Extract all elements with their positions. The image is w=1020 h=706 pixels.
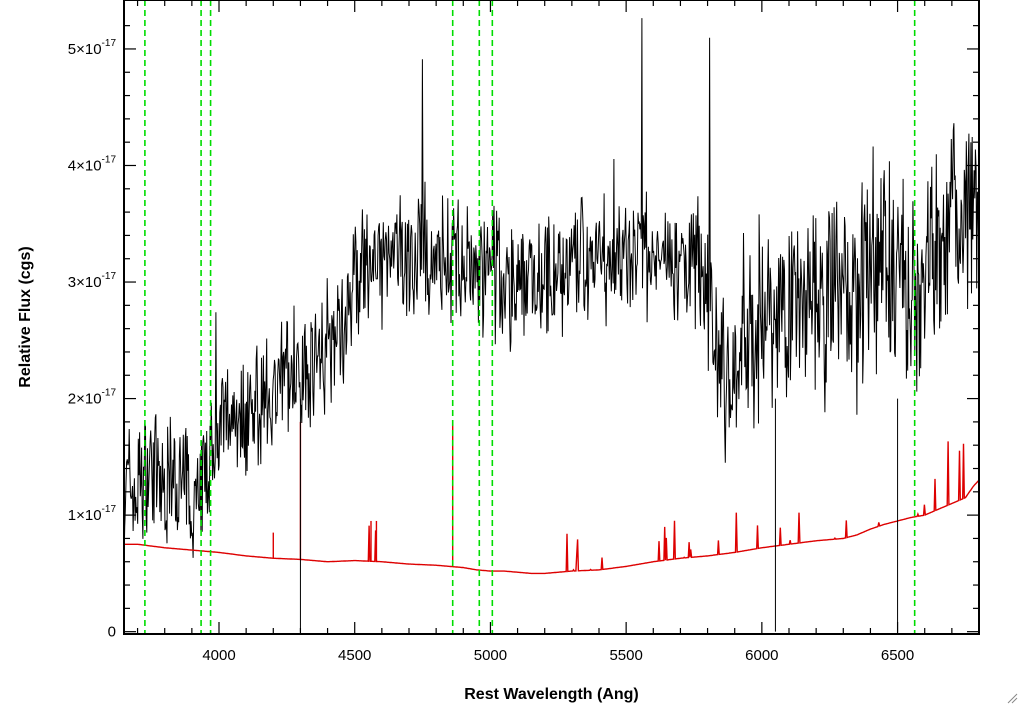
x-axis-title: Rest Wavelength (Ang)	[464, 686, 639, 703]
y-tick-label: 4×10-17	[68, 154, 117, 174]
plot-area	[124, 0, 979, 634]
y-axis-title: Relative Flux (cgs)	[17, 246, 34, 387]
x-tick-label: 4000	[202, 647, 235, 664]
x-tick-label: 6000	[745, 647, 778, 664]
x-tick-label: 5500	[609, 647, 642, 664]
y-tick-label: 2×10-17	[68, 388, 117, 408]
series-line-model	[124, 441, 979, 575]
axes: 4000 4500 5000 5500 6000 6500 0 1×10-17 2×10-17 3…	[68, 0, 980, 664]
plot-frame	[123, 0, 980, 635]
x-tick-label: 6500	[881, 647, 914, 664]
y-tick-label: 1×10-17	[68, 504, 117, 524]
resize-grip-icon[interactable]	[1006, 692, 1018, 704]
y-tick-label: 5×10-17	[68, 38, 117, 58]
x-tick-label: 5000	[474, 647, 507, 664]
series-line-observed	[124, 18, 979, 565]
y-tick-label: 3×10-17	[68, 271, 117, 291]
x-tick-label: 4500	[338, 647, 371, 664]
y-tick-label: 0	[108, 624, 116, 641]
